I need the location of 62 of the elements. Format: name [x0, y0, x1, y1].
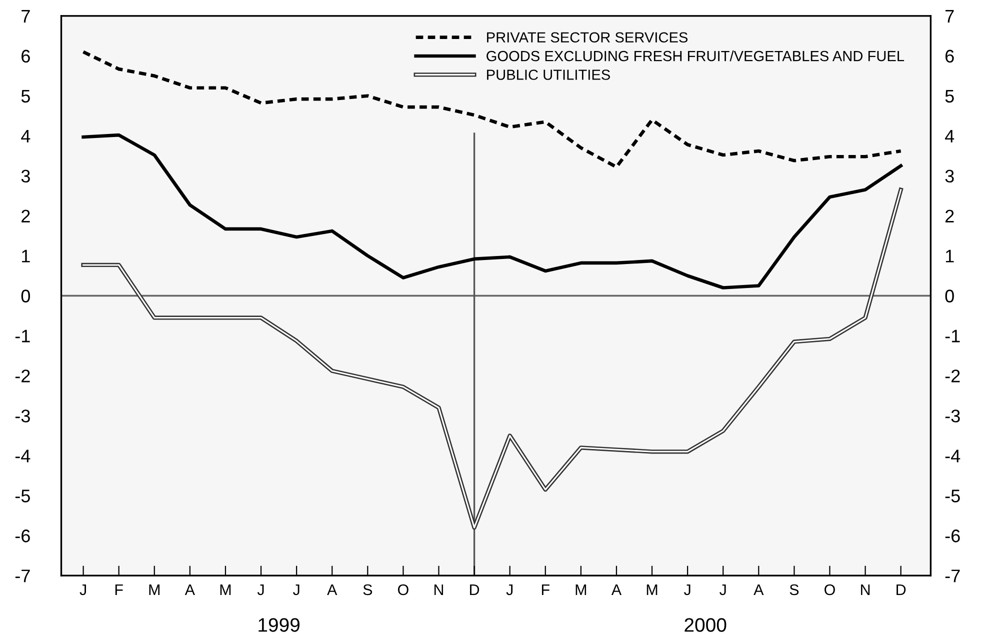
- x-tick-label: J: [292, 584, 300, 596]
- y2-tick-label: 2: [945, 210, 954, 222]
- y2-tick-label: -2: [945, 370, 960, 382]
- y-tick-label: -5: [15, 490, 30, 502]
- x-tick-label: A: [754, 584, 764, 595]
- y-tick-label: 2: [22, 210, 30, 222]
- x-tick-label: O: [824, 584, 835, 596]
- y2-tick-label: -6: [945, 530, 960, 542]
- y-tick-label: 5: [21, 90, 30, 103]
- x-tick-label: N: [861, 584, 870, 595]
- y2-tick-label: -1: [945, 330, 960, 342]
- text: 2000: [684, 618, 726, 632]
- y-tick-label: -2: [15, 370, 30, 382]
- x-tick-label: N: [434, 584, 444, 595]
- x-tick-label: M: [220, 584, 231, 595]
- legend-label: PRIVATE SECTOR SERVICES: [487, 32, 688, 43]
- y-tick-label: -4: [15, 450, 30, 462]
- legend-label: PUBLIC UTILITIES: [487, 70, 610, 80]
- y2-tick-label: 3: [945, 170, 954, 183]
- x-tick-label: S: [790, 584, 799, 596]
- x-tick-label: O: [398, 584, 408, 596]
- line-series: [82, 50, 903, 169]
- y-tick-label: 0: [21, 290, 30, 302]
- x-tick-label: J: [720, 584, 726, 596]
- y2-tick-label: -5: [945, 490, 960, 502]
- x-tick-label: M: [646, 584, 658, 595]
- x-tick-label: D: [470, 584, 480, 595]
- text: 1999: [258, 618, 300, 632]
- x-tick-label: D: [896, 584, 906, 595]
- x-tick-label: J: [506, 584, 513, 596]
- y-tick-label: 6: [22, 50, 30, 63]
- y-tick-label: 7: [22, 10, 30, 22]
- legend-label: GOODS EXCLUDING FRESH FRUIT/VEGETABLES AND FUEL: [486, 50, 904, 62]
- y-tick-label: -6: [15, 530, 30, 542]
- y-tick-label: 4: [21, 130, 30, 142]
- x-tick-label: A: [327, 584, 338, 595]
- y2-tick-label: -3: [945, 410, 960, 422]
- x-tick-label: F: [542, 584, 550, 595]
- y2-tick-label: -7: [945, 570, 960, 582]
- y2-tick-label: 0: [945, 290, 954, 302]
- x-tick-label: J: [80, 584, 86, 596]
- y2-tick-label: 4: [945, 130, 954, 142]
- x-tick-label: J: [257, 584, 264, 596]
- y2-tick-label: 5: [945, 90, 954, 103]
- x-tick-label: M: [576, 584, 586, 595]
- y2-tick-label: 7: [946, 10, 954, 22]
- y-tick-label: -1: [15, 330, 30, 342]
- y-tick-label: 1: [22, 250, 30, 262]
- y2-tick-label: -4: [945, 450, 960, 462]
- y2-tick-label: 6: [946, 50, 954, 63]
- x-tick-label: A: [184, 584, 195, 595]
- line-series: [82, 133, 903, 290]
- x-tick-label: S: [363, 584, 372, 596]
- y-tick-label: 3: [21, 170, 30, 183]
- y2-tick-label: 1: [946, 250, 954, 262]
- x-tick-label: A: [611, 584, 622, 595]
- x-tick-label: F: [115, 584, 123, 595]
- x-tick-label: M: [149, 584, 160, 595]
- x-tick-label: J: [684, 584, 690, 596]
- y-tick-label: -7: [15, 570, 30, 582]
- line-series: [81, 188, 903, 530]
- y-tick-label: -3: [15, 410, 30, 422]
